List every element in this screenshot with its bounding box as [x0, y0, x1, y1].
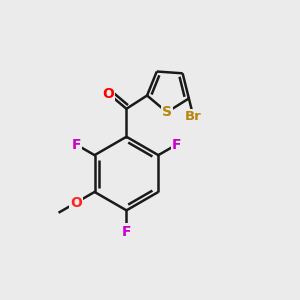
Text: Br: Br [185, 110, 202, 123]
Text: O: O [103, 87, 114, 100]
Text: F: F [122, 225, 131, 238]
Text: S: S [162, 105, 172, 119]
Text: F: F [71, 138, 81, 152]
Text: F: F [172, 138, 182, 152]
Text: O: O [70, 196, 82, 210]
